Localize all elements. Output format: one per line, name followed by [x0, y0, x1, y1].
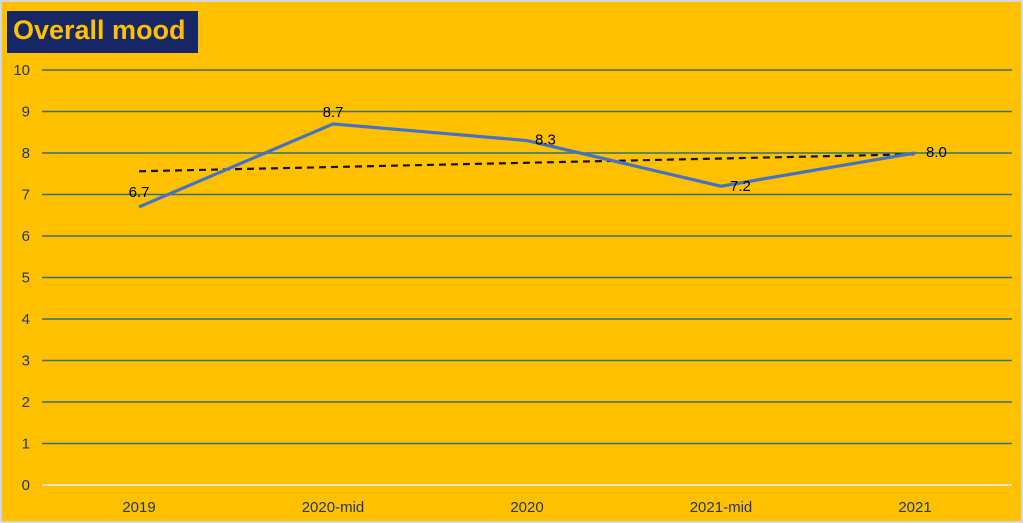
x-axis-label: 2019	[122, 499, 155, 516]
y-axis-label: 1	[22, 436, 30, 453]
y-axis-label: 7	[22, 187, 30, 204]
data-label: 8.7	[323, 104, 344, 121]
data-label: 7.2	[730, 178, 751, 195]
x-axis-label: 2020-mid	[302, 499, 365, 516]
x-axis-label: 2021-mid	[690, 499, 753, 516]
y-axis-label: 4	[22, 311, 30, 328]
y-axis-label: 3	[22, 353, 30, 370]
y-axis-label: 8	[22, 145, 30, 162]
chart-title: Overall mood	[7, 11, 198, 53]
y-axis-label: 5	[22, 270, 30, 287]
x-axis-label: 2021	[898, 499, 931, 516]
y-axis-label: 10	[13, 62, 30, 79]
series-line	[138, 122, 916, 209]
data-label: 8.3	[535, 132, 556, 149]
data-label: 6.7	[129, 184, 150, 201]
y-axis-label: 2	[22, 394, 30, 411]
x-axis-label: 2020	[510, 499, 543, 516]
data-label: 8.0	[926, 144, 947, 161]
y-axis-label: 9	[22, 104, 30, 121]
chart-title-text: Overall mood	[13, 15, 186, 45]
y-axis-label: 6	[22, 228, 30, 245]
trendline	[138, 153, 916, 173]
y-axis-label: 0	[22, 477, 30, 494]
